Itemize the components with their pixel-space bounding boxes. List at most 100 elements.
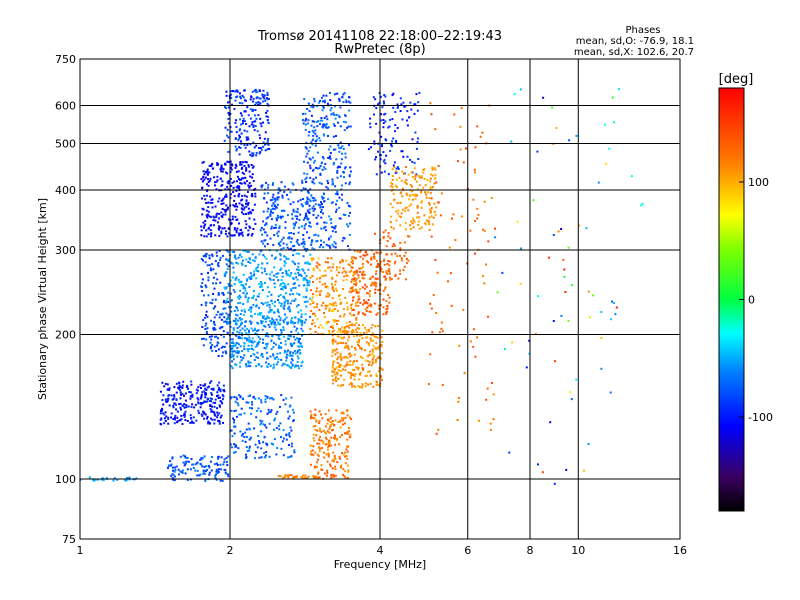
data-point [389, 260, 392, 263]
data-point [296, 278, 299, 281]
data-point [344, 156, 347, 159]
data-point [203, 390, 206, 393]
data-point [285, 316, 288, 319]
data-point [231, 215, 234, 218]
data-point [453, 113, 456, 116]
data-point [412, 219, 415, 222]
data-point [261, 285, 264, 288]
data-point [204, 472, 207, 475]
data-point [346, 308, 349, 311]
data-point [307, 149, 310, 152]
data-point [380, 357, 383, 360]
data-point [266, 443, 269, 446]
data-point [297, 231, 300, 234]
data-point [269, 320, 272, 323]
data-point [329, 145, 332, 148]
data-point [277, 311, 280, 314]
data-point [342, 473, 345, 476]
data-point [375, 266, 378, 269]
data-point [365, 310, 368, 312]
data-point [391, 182, 394, 185]
data-point [369, 374, 372, 377]
data-point [310, 415, 313, 418]
data-point [213, 422, 216, 425]
data-point [345, 330, 348, 333]
data-point [290, 321, 293, 324]
data-point [217, 397, 220, 399]
data-point [214, 298, 217, 301]
data-point [338, 455, 341, 458]
y-tick-label: 300 [55, 244, 76, 257]
data-point [287, 321, 290, 324]
data-point [476, 217, 479, 220]
data-point [236, 355, 239, 358]
data-point [308, 131, 311, 133]
data-point [163, 422, 166, 425]
data-point [391, 168, 394, 171]
data-point [474, 171, 476, 174]
data-point [299, 273, 302, 276]
data-point [327, 409, 330, 412]
data-point [293, 350, 296, 353]
data-point [244, 431, 247, 434]
data-point [244, 329, 246, 332]
data-point [346, 202, 349, 205]
data-point [349, 355, 352, 358]
data-point [285, 356, 288, 359]
data-point [247, 114, 250, 117]
data-point [239, 147, 242, 149]
data-point [334, 340, 337, 343]
data-point [238, 187, 241, 190]
data-point [355, 318, 358, 321]
data-point [247, 203, 249, 206]
data-point [291, 317, 293, 320]
data-point [320, 227, 323, 230]
data-point [300, 242, 303, 245]
data-point [429, 177, 432, 180]
data-point [294, 338, 297, 341]
data-point [208, 466, 211, 469]
data-point [353, 353, 356, 356]
data-point [279, 475, 282, 478]
data-point [357, 311, 360, 314]
data-point [368, 370, 371, 373]
data-point [463, 372, 466, 375]
data-point [325, 438, 328, 441]
data-point [255, 356, 258, 359]
data-point [382, 271, 385, 273]
data-point [266, 91, 269, 94]
data-point [275, 356, 278, 359]
data-point [404, 251, 407, 254]
data-point [359, 288, 362, 291]
data-point [355, 322, 358, 325]
data-point [334, 378, 337, 381]
data-point [289, 335, 292, 338]
data-point [250, 327, 253, 330]
data-point [359, 355, 362, 358]
data-point [202, 469, 205, 472]
data-point [344, 462, 347, 465]
data-point [237, 343, 240, 346]
data-point [263, 192, 266, 195]
data-point [222, 293, 225, 296]
data-point [351, 256, 354, 259]
data-point [116, 478, 119, 481]
data-point [400, 212, 403, 215]
x-tick-label: 2 [227, 544, 234, 557]
data-point [231, 181, 234, 184]
data-point [350, 280, 353, 283]
data-point [392, 92, 395, 95]
data-point [342, 417, 345, 420]
data-point [346, 446, 349, 448]
data-point [249, 355, 252, 357]
data-point [239, 232, 242, 235]
data-point [294, 364, 297, 367]
data-point [430, 307, 433, 310]
data-point [253, 340, 256, 343]
data-point [245, 167, 248, 169]
data-point [342, 330, 345, 333]
data-point [306, 122, 309, 125]
data-point [234, 444, 237, 447]
data-point [337, 420, 340, 423]
data-point [204, 387, 207, 390]
